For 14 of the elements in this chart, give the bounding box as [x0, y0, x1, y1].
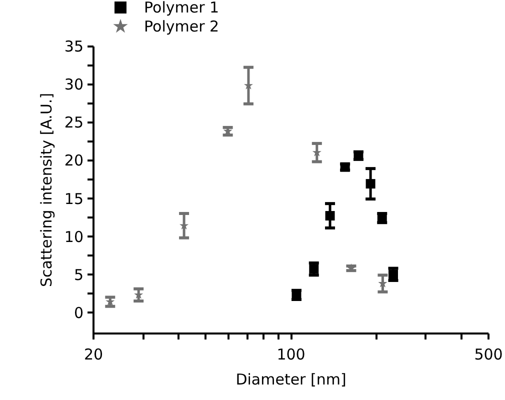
y-tick-label: 25 [64, 114, 84, 132]
y-tick-label: 0 [74, 304, 84, 322]
y-axis-title: Scattering intensity [A.U.] [37, 92, 56, 288]
y-tick-label: 10 [64, 228, 84, 246]
legend-label: Polymer 1 [144, 0, 220, 16]
x-tick-label: 100 [276, 346, 306, 364]
legend-label: Polymer 2 [144, 18, 220, 36]
y-tick-label: 30 [64, 76, 84, 94]
y-tick-label: 5 [74, 266, 84, 284]
y-tick-label: 35 [64, 38, 84, 56]
x-axis-title: Diameter [nm] [236, 370, 346, 388]
y-tick-label: 20 [64, 152, 84, 170]
y-tick-label: 15 [64, 190, 84, 208]
x-tick-label: 500 [474, 346, 503, 364]
